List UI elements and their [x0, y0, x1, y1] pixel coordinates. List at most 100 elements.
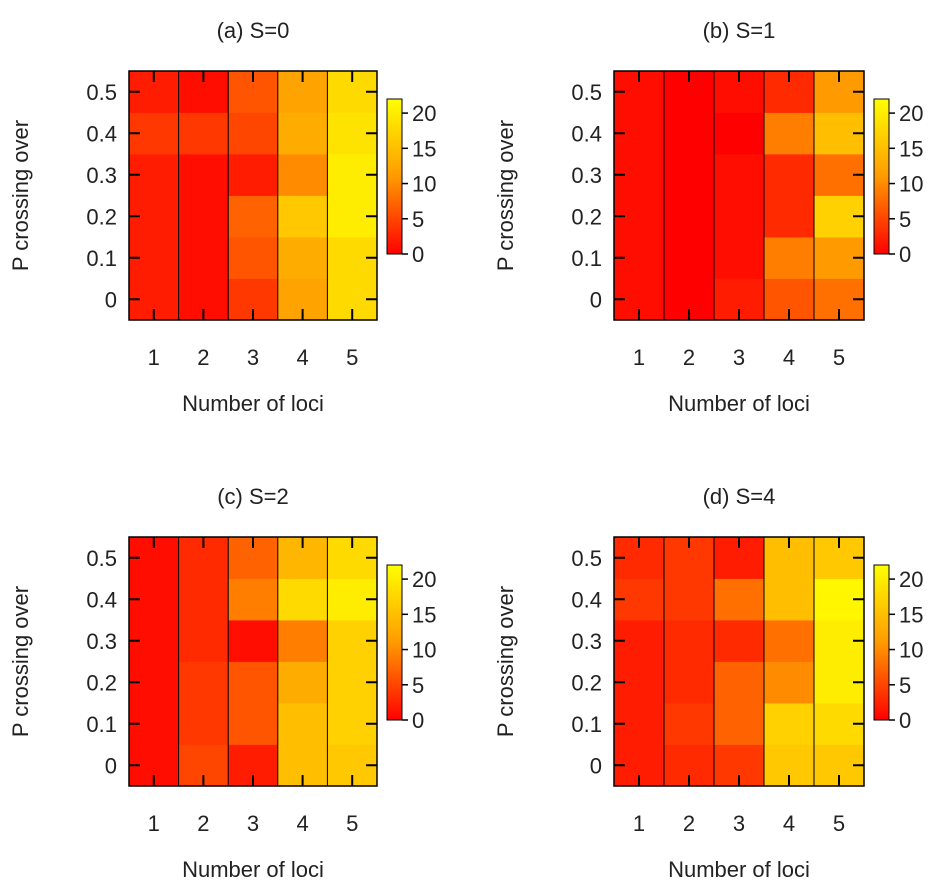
y-tick-label: 0.2: [86, 204, 117, 229]
y-tick-label: 0.3: [571, 163, 602, 188]
y-tick-label: 0.5: [86, 80, 117, 105]
y-tick-label: 0: [105, 753, 117, 778]
heatmap-cell: [178, 620, 229, 662]
panel-title: (c) S=2: [217, 484, 289, 509]
y-tick-label: 0.1: [571, 246, 602, 271]
x-tick-label: 3: [247, 811, 259, 836]
x-tick-label: 2: [683, 345, 695, 370]
x-tick-label: 5: [346, 345, 358, 370]
heatmap-cell: [764, 620, 815, 662]
x-tick-label: 3: [733, 811, 745, 836]
heatmap-cell: [764, 237, 815, 279]
x-tick-label: 5: [833, 345, 845, 370]
x-tick-label: 4: [783, 345, 795, 370]
y-tick-label: 0.3: [86, 163, 117, 188]
y-tick-label: 0: [590, 287, 602, 312]
x-tick-label: 1: [633, 811, 645, 836]
heatmap-cell: [228, 154, 279, 196]
heatmap-cell: [178, 578, 229, 621]
colorbar-tick-label: 10: [412, 172, 436, 197]
x-tick-label: 5: [346, 811, 358, 836]
heatmap-cell: [228, 578, 279, 621]
y-tick-label: 0.2: [571, 204, 602, 229]
colorbar-tick-label: 20: [412, 567, 436, 592]
x-tick-label: 1: [633, 345, 645, 370]
heatmap-cell: [228, 112, 279, 155]
y-tick-label: 0.5: [86, 546, 117, 571]
heatmap-cell: [664, 154, 715, 196]
y-tick-label: 0.3: [86, 629, 117, 654]
y-tick-label: 0.4: [86, 121, 117, 146]
y-axis-label: P crossing over: [8, 120, 33, 271]
heatmap-panel-1: 1 2 3 4 5 0 0.1 0.2 0.3 0.4 0.5 (a) S=0 Number of lo…: [8, 18, 436, 416]
x-tick-label: 3: [247, 345, 259, 370]
heatmap-cell: [764, 703, 815, 745]
colorbar-tick-label: 20: [412, 101, 436, 126]
heatmap-cell: [714, 237, 765, 279]
y-tick-label: 0.4: [571, 121, 602, 146]
y-tick-label: 0.5: [571, 80, 602, 105]
colorbar-tick-label: 10: [899, 172, 923, 197]
heatmap-panel-4: 1 2 3 4 5 0 0.1 0.2 0.3 0.4 0.5 (d) S=4 Number of lo…: [493, 484, 923, 880]
heatmap-cell: [277, 237, 328, 279]
heatmap-cell: [178, 112, 229, 155]
heatmap-cell: [277, 578, 328, 621]
y-axis-label: P crossing over: [8, 586, 33, 737]
y-tick-label: 0.4: [571, 587, 602, 612]
heatmap-cell: [764, 195, 815, 238]
x-axis-label: Number of loci: [668, 857, 810, 880]
heatmap-cell: [178, 703, 229, 745]
heatmap-cell: [178, 661, 229, 704]
panel-title: (d) S=4: [703, 484, 776, 509]
colorbar-tick-label: 5: [412, 207, 424, 232]
heatmap-cell: [228, 620, 279, 662]
heatmap-cell: [664, 661, 715, 704]
colorbar-tick-label: 10: [899, 638, 923, 663]
y-tick-label: 0.2: [571, 670, 602, 695]
heatmap-cell: [178, 154, 229, 196]
colorbar-tick-label: 10: [412, 638, 436, 663]
heatmap-cell: [228, 237, 279, 279]
heatmap-cell: [228, 195, 279, 238]
colorbar-tick-label: 15: [412, 136, 436, 161]
heatmap-cell: [228, 661, 279, 704]
x-tick-label: 2: [683, 811, 695, 836]
heatmap-cell: [664, 112, 715, 155]
y-axis-label: P crossing over: [493, 120, 518, 271]
y-tick-label: 0.1: [86, 712, 117, 737]
colorbar-tick-label: 20: [899, 567, 923, 592]
heatmap-cell: [714, 703, 765, 745]
colorbar-tick-label: 0: [899, 708, 911, 733]
colorbar: [873, 564, 890, 721]
heatmap-cell: [764, 112, 815, 155]
heatmap-cell: [178, 195, 229, 238]
heatmap-cell: [764, 578, 815, 621]
y-tick-label: 0.1: [571, 712, 602, 737]
heatmap-cell: [714, 578, 765, 621]
heatmap-cell: [764, 661, 815, 704]
x-tick-label: 1: [148, 811, 160, 836]
y-tick-label: 0: [590, 753, 602, 778]
colorbar-tick-label: 0: [412, 242, 424, 267]
x-tick-label: 4: [783, 811, 795, 836]
heatmap-cell: [664, 703, 715, 745]
colorbar: [386, 98, 403, 255]
panel-title: (a) S=0: [217, 18, 290, 43]
y-axis-label: P crossing over: [493, 586, 518, 737]
heatmap-cell: [178, 237, 229, 279]
x-axis-label: Number of loci: [182, 857, 324, 880]
colorbar-tick-label: 0: [899, 242, 911, 267]
colorbar-tick-label: 15: [412, 602, 436, 627]
heatmap-cell: [277, 703, 328, 745]
heatmap-cell: [664, 578, 715, 621]
colorbar-tick-label: 5: [899, 207, 911, 232]
colorbar-tick-label: 15: [899, 602, 923, 627]
heatmap-cell: [277, 195, 328, 238]
heatmap-panel-2: 1 2 3 4 5 0 0.1 0.2 0.3 0.4 0.5 (b) S=1 Number of lo…: [493, 18, 923, 416]
x-axis-label: Number of loci: [668, 391, 810, 416]
x-tick-label: 4: [296, 811, 308, 836]
x-tick-label: 2: [197, 345, 209, 370]
x-tick-label: 3: [733, 345, 745, 370]
colorbar: [873, 98, 890, 255]
